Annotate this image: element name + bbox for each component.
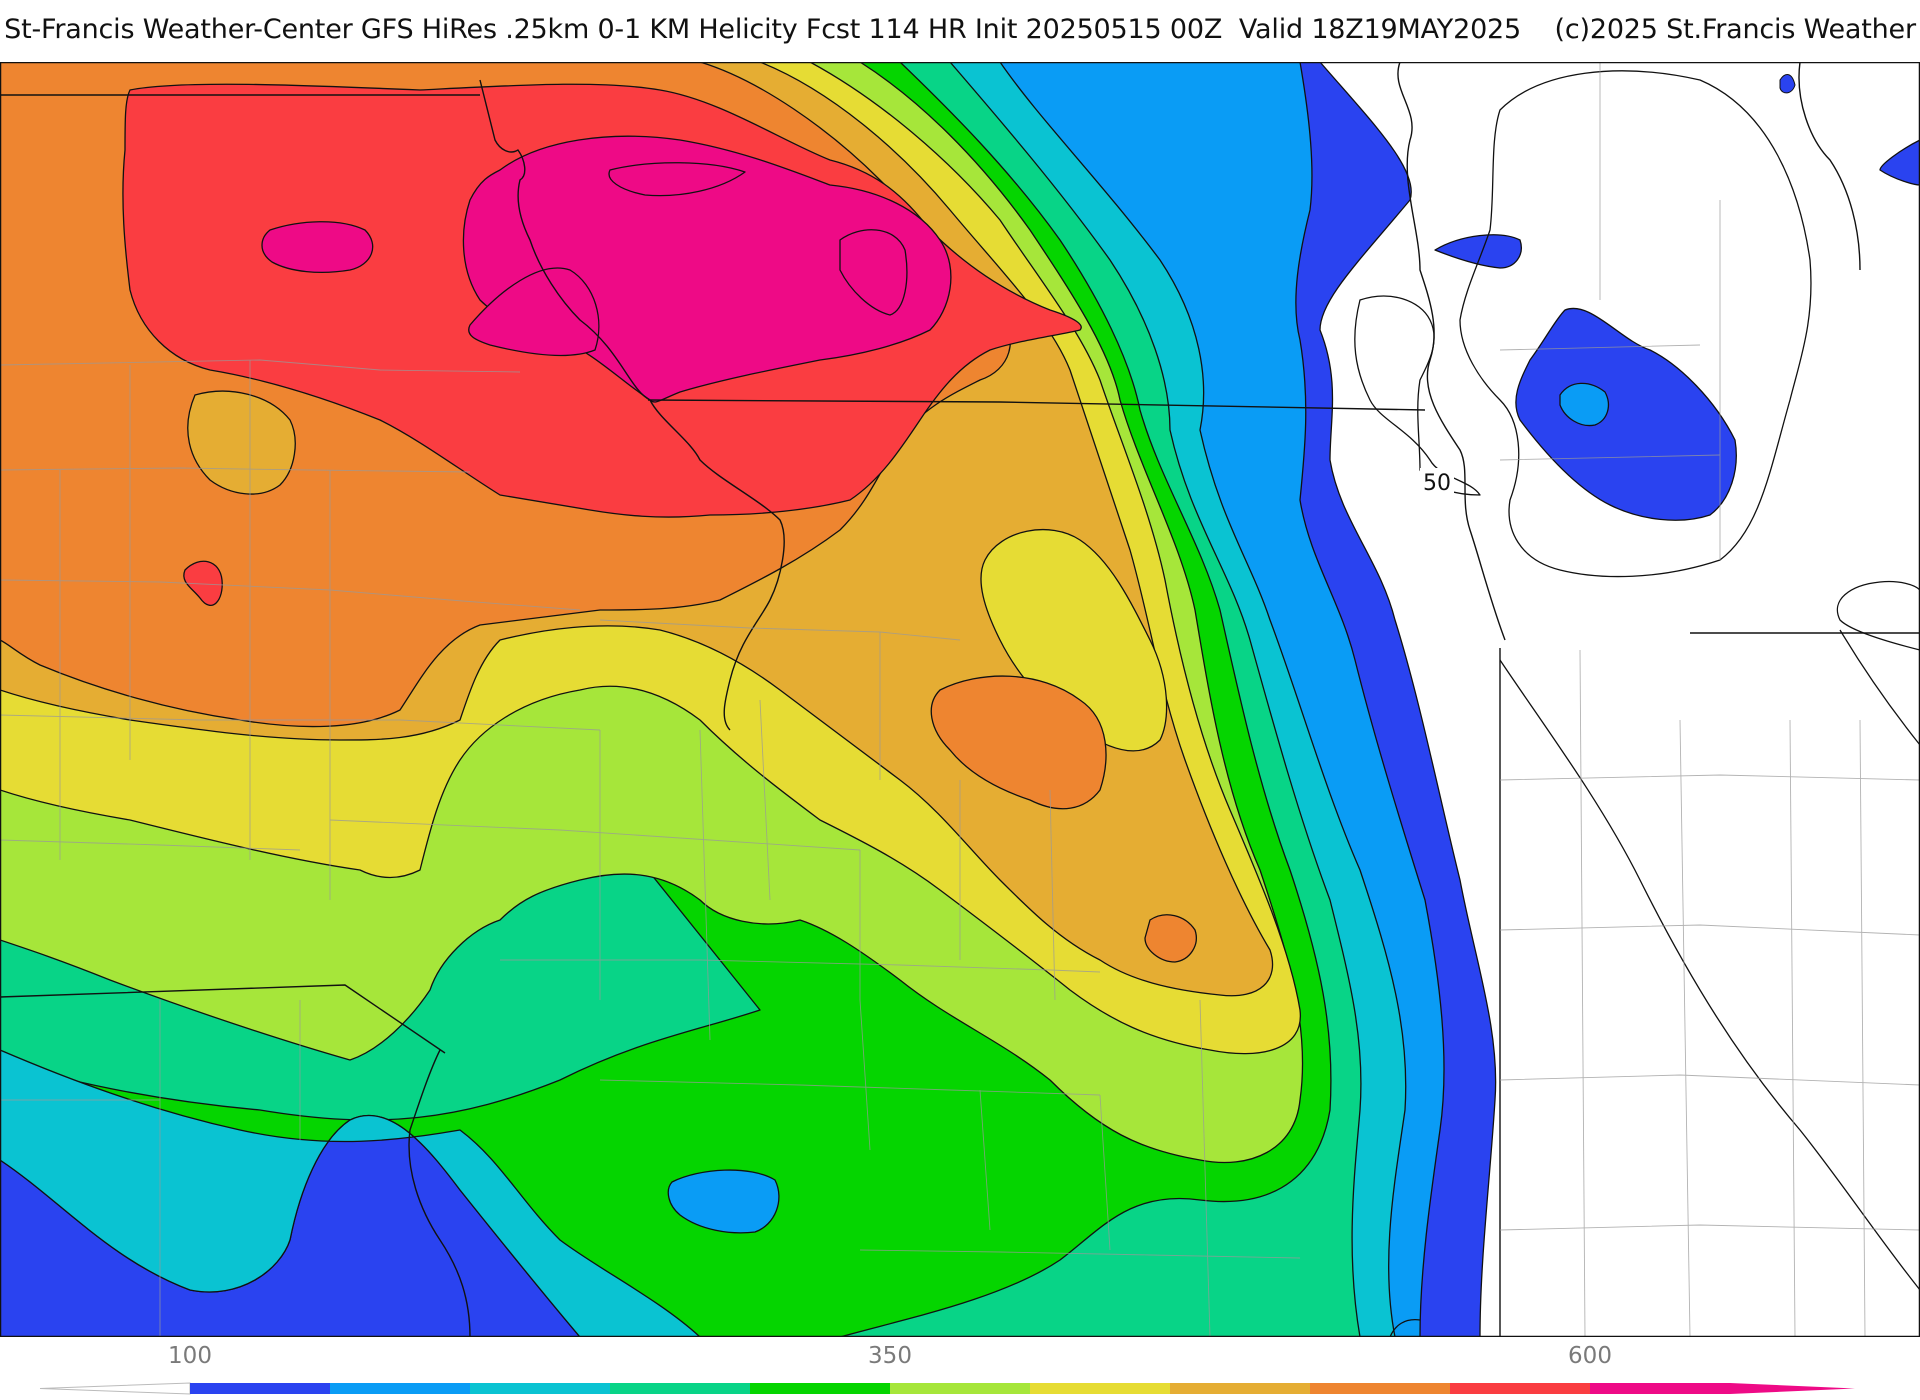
state-boundaries [0, 62, 1920, 1337]
pocket-red-small [183, 560, 223, 606]
blue-blob-east-inner [1559, 382, 1609, 427]
contour-far-east [1836, 580, 1920, 651]
colorbar-segment [330, 1383, 471, 1394]
pocket-yellow [980, 528, 1168, 752]
map-title: St-Francis Weather-Center GFS HiRes .25k… [4, 14, 1916, 45]
colorbar-segment [1590, 1383, 1731, 1394]
pocket-orange-small [1144, 914, 1197, 963]
colorbar-segment [890, 1383, 1031, 1394]
county-boundaries [0, 62, 1920, 1337]
pocket-magenta-left [261, 221, 374, 274]
colorbar-arrow-low [39, 1382, 191, 1395]
colorbar-arrow-high [1730, 1383, 1855, 1394]
contour-label: 50 [1423, 471, 1451, 496]
band-southwest-cyan [0, 1049, 701, 1337]
colorbar-tick-label: 350 [868, 1343, 912, 1369]
colorbar-segment [1450, 1383, 1591, 1394]
pocket-magenta-ring2 [839, 229, 908, 316]
pocket-lightblue-south [667, 1169, 780, 1234]
colorbar-segment [190, 1383, 331, 1394]
pocket-orange [930, 675, 1107, 810]
colorbar-tick-label: 600 [1568, 1343, 1612, 1369]
contour-se2 [1839, 629, 1920, 746]
colorbar-segment [1310, 1383, 1451, 1394]
colorbar-segment [1030, 1383, 1171, 1394]
contour-sw-white [1389, 1319, 1421, 1337]
colorbar-tick-label: 100 [168, 1343, 212, 1369]
blue-blob-east [1515, 307, 1737, 521]
contour-outer-east [1459, 70, 1812, 578]
colorbar-segment [1170, 1383, 1311, 1394]
colorbar-segment [470, 1383, 611, 1394]
colorbar-segment [750, 1383, 891, 1394]
colorbar-segment [610, 1383, 751, 1394]
helicity-map[interactable]: 50 [0, 62, 1920, 1337]
blue-blob-north [1434, 234, 1522, 269]
contour-label-bg [1420, 468, 1454, 494]
contour-se [1499, 659, 1920, 1291]
colorbar [39, 1382, 1855, 1395]
pocket-magenta-mid [468, 267, 600, 357]
blue-blob-tiny [1779, 74, 1796, 94]
blue-blob-ne [1879, 139, 1920, 186]
pocket-magenta-ring [608, 162, 746, 197]
